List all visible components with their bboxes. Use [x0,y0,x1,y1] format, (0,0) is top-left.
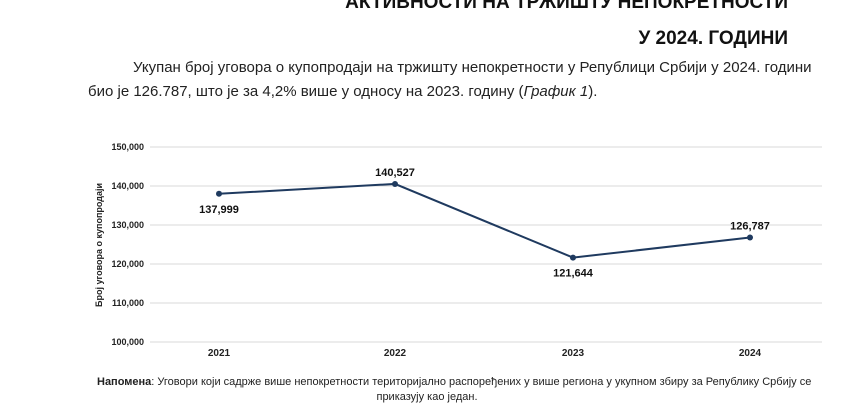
y-tick-label: 130,000 [111,220,144,230]
data-label: 126,787 [730,221,770,233]
data-point [216,190,222,197]
data-points [216,180,753,261]
data-point [392,180,398,187]
summary-paragraph-line1: Укупан број уговора о купопродаји на трж… [133,59,812,76]
data-point [747,234,753,241]
document-title-line1: АКТИВНОСТИ НА ТРЖИШТУ НЕПОКРЕТНОСТИ [345,0,788,13]
x-tick-label: 2024 [739,348,762,359]
note-text: : Уговори који садрже више непокретности… [151,376,812,388]
y-axis-label: Број уговора о купопродаји [94,183,104,307]
y-tick-label: 150,000 [111,142,144,152]
data-label: 140,527 [375,167,415,179]
x-tick-label: 2023 [562,348,585,359]
document-title-line2: У 2024. ГОДИНИ [638,28,788,49]
y-tick-label: 120,000 [111,259,144,269]
y-axis-ticks: 100,000 110,000 120,000 130,000 140,000 150,0… [111,142,144,347]
y-tick-label: 100,000 [111,337,144,347]
note: Напомена: Уговори који садрже више непок… [97,376,811,388]
summary-text: био је 126.787, што је за 4,2% више у од… [88,83,524,100]
data-label: 137,999 [199,204,239,216]
x-axis-ticks: 2021 2022 2023 2024 [208,348,762,359]
note-line2: приказују као један. [376,391,478,403]
x-tick-label: 2021 [208,348,231,359]
x-tick-label: 2022 [384,348,407,359]
data-labels: 137,999 140,527 121,644 126,787 [199,167,770,280]
chart-grid [150,146,822,343]
note-label: Напомена [97,376,152,388]
series-line [218,182,751,259]
summary-paragraph-line2: био је 126.787, што је за 4,2% више у од… [88,83,597,100]
data-point [570,254,576,261]
y-tick-label: 140,000 [111,181,144,191]
y-tick-label: 110,000 [112,298,144,308]
data-label: 121,644 [553,268,594,280]
summary-text-end: ). [588,83,598,100]
chart-reference: График 1 [523,83,589,100]
